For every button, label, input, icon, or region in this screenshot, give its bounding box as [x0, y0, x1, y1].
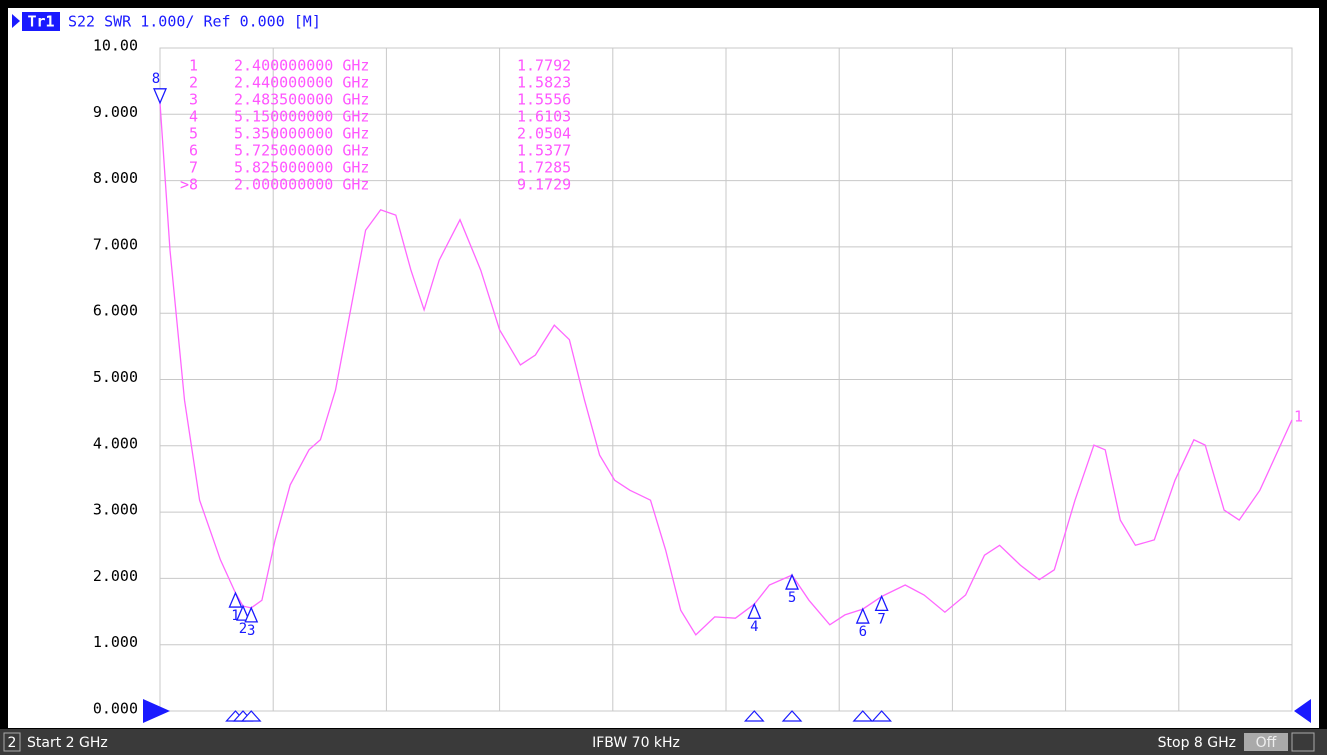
y-tick-label: 3.000	[93, 501, 138, 519]
marker-table-frequency: 2.483500000 GHz	[234, 91, 369, 109]
marker-table-value: 2.0504	[517, 125, 571, 143]
status-box	[1291, 732, 1315, 752]
plot: 1 1 2.400000000 GHz 1.7792 2 2.440000000 GHz 1…	[152, 57, 1303, 722]
marker	[747, 602, 762, 619]
marker-table-value: 1.5823	[517, 74, 571, 92]
marker-table-id: >8	[180, 176, 198, 194]
y-tick-label: 1.000	[93, 633, 138, 651]
status-bar	[0, 729, 1327, 755]
trace-end-label: 1	[1294, 407, 1303, 425]
marker-table-frequency: 2.400000000 GHz	[234, 57, 369, 75]
marker	[244, 606, 259, 623]
marker-table-id: 6	[189, 142, 198, 160]
marker-table-frequency: 2.440000000 GHz	[234, 74, 369, 92]
marker-axis-indicator	[240, 710, 262, 722]
marker-label: 5	[788, 590, 796, 606]
marker-label: 8	[152, 71, 160, 87]
marker-label: 3	[247, 623, 255, 639]
marker-table-frequency: 5.150000000 GHz	[234, 108, 369, 126]
start-frequency: Start 2 GHz	[27, 735, 108, 751]
ifbw: IFBW 70 kHz	[592, 735, 680, 751]
active-trace-arrow	[12, 14, 20, 28]
channel-box	[3, 732, 21, 752]
marker-table-id: 4	[189, 108, 198, 126]
y-tick-label: 10.00	[93, 37, 138, 55]
marker-axis-indicator	[743, 710, 765, 722]
marker-label: 6	[859, 624, 867, 640]
y-tick-label: 9.000	[93, 103, 138, 121]
stop-frequency: Stop 8 GHz	[1158, 735, 1236, 751]
reference-marker-right	[1294, 699, 1311, 723]
trace	[159, 102, 1293, 636]
marker-table-frequency: 5.825000000 GHz	[234, 159, 369, 177]
marker-table-id: 3	[189, 91, 198, 109]
marker-table-value: 9.1729	[517, 176, 571, 194]
marker-table-frequency: 5.725000000 GHz	[234, 142, 369, 160]
marker-table-value: 1.7792	[517, 57, 571, 75]
marker-table-frequency: 5.350000000 GHz	[234, 125, 369, 143]
marker-table-id: 1	[189, 57, 198, 75]
marker-table-value: 1.5556	[517, 91, 571, 109]
channel: 2	[8, 735, 17, 751]
marker	[874, 594, 889, 612]
trace-badge[interactable]	[22, 12, 60, 31]
marker-table-id: 5	[189, 125, 198, 143]
y-tick-label: 2.000	[93, 567, 138, 585]
marker-table-value: 1.5377	[517, 142, 571, 160]
marker	[236, 604, 250, 621]
marker-label: 7	[877, 611, 885, 627]
marker	[153, 88, 167, 105]
y-tick-label: 6.000	[93, 302, 138, 320]
y-tick-label: 8.000	[93, 169, 138, 187]
marker-label: 1	[231, 608, 239, 624]
marker-table-value: 1.7285	[517, 159, 571, 177]
y-tick-label: 4.000	[93, 434, 138, 452]
correction-status: Off	[1256, 735, 1277, 751]
trace-header: S22 SWR 1.000/ Ref 0.000 [M]	[68, 13, 321, 31]
y-tick-label: 5.000	[93, 368, 138, 386]
y-tick-label: 0.000	[93, 700, 138, 718]
marker	[228, 591, 243, 608]
marker-table-id: 2	[189, 74, 198, 92]
grid: 0.000 1.000 2.000 3.000 4.000 5.000 6.000 7.000…	[93, 37, 1293, 718]
marker-table-frequency: 2.000000000 GHz	[234, 176, 369, 194]
marker-axis-indicator	[871, 710, 892, 722]
marker-table-value: 1.6103	[517, 108, 571, 126]
marker-axis-indicator	[852, 710, 874, 722]
y-tick-label: 7.000	[93, 235, 138, 253]
marker-label: 2	[239, 621, 247, 637]
marker-axis-indicator	[781, 710, 803, 722]
marker-table-id: 7	[189, 159, 198, 177]
correction-box[interactable]	[1244, 733, 1288, 751]
marker	[855, 607, 870, 624]
reference-marker-left	[143, 699, 170, 723]
marker-label: 4	[750, 619, 758, 635]
trace-name: Tr1	[27, 13, 54, 31]
marker	[785, 573, 800, 590]
